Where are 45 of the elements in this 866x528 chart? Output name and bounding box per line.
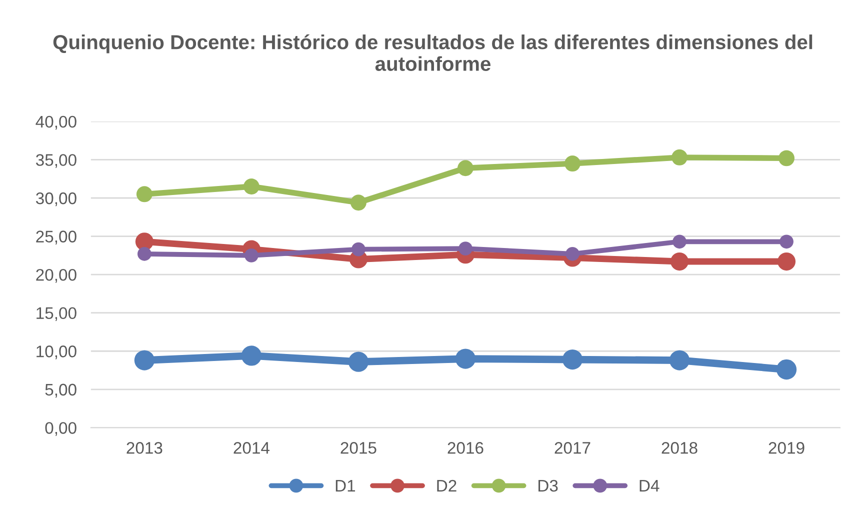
point: [669, 350, 690, 370]
point: [352, 242, 366, 256]
x-tick-label: 2018: [662, 442, 698, 454]
y-tick-label: 5,00: [45, 384, 76, 398]
point: [672, 234, 686, 249]
point: [564, 156, 580, 172]
legend-label: D3: [538, 480, 558, 492]
x-tick-label: 2017: [554, 442, 590, 454]
point: [241, 346, 262, 366]
point: [780, 234, 794, 249]
chart-title: Quinquenio Docente: Histórico de resultados de las diferentes dimensiones del autoinforme: [53, 34, 812, 71]
point: [777, 252, 796, 271]
x-tick-label: 2014: [234, 442, 270, 454]
x-tick-label: 2013: [126, 442, 162, 454]
point: [348, 352, 369, 372]
point: [776, 359, 797, 380]
point: [243, 178, 260, 195]
y-tick-label: 35,00: [36, 154, 76, 168]
point: [458, 242, 472, 256]
y-tick-label: 15,00: [36, 307, 76, 322]
point: [244, 248, 258, 262]
point: [562, 349, 583, 370]
y-tick-label: 30,00: [36, 192, 76, 206]
point: [136, 186, 152, 202]
y-tick-label: 10,00: [36, 346, 76, 360]
y-tick-label: 0,00: [45, 422, 76, 436]
point: [670, 252, 689, 271]
y-tick-label: 25,00: [36, 230, 76, 244]
point: [455, 348, 476, 369]
y-tick-label: 20,00: [36, 268, 76, 283]
legend-label: D2: [437, 480, 456, 492]
point: [137, 246, 152, 261]
point: [457, 160, 474, 176]
point: [135, 232, 154, 251]
point: [350, 194, 366, 211]
legend-label: D4: [640, 480, 660, 492]
x-tick-label: 2015: [340, 442, 376, 454]
x-tick-label: 2019: [768, 442, 804, 454]
point: [566, 246, 580, 261]
point: [134, 350, 155, 370]
y-tick-label: 40,00: [36, 116, 76, 130]
x-tick-label: 2016: [448, 442, 484, 454]
point: [672, 149, 688, 166]
legend-label: D1: [336, 480, 356, 492]
point: [778, 150, 794, 166]
